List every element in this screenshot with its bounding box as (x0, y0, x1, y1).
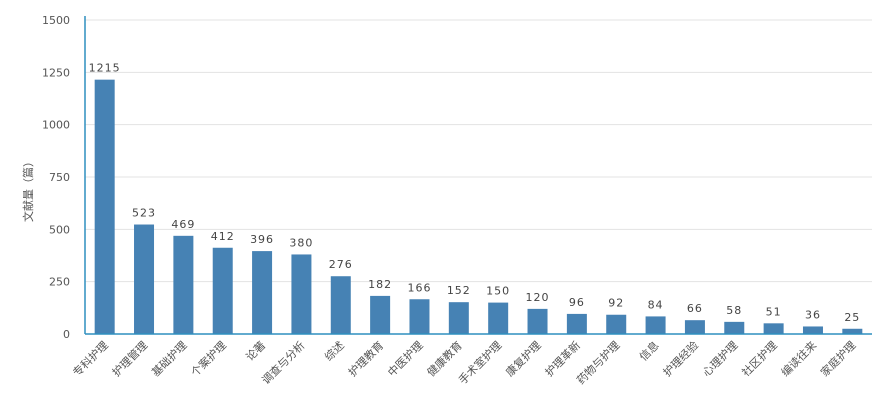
x-category-label: 护理管理 (109, 338, 150, 379)
bar (763, 323, 784, 334)
bar-value-label: 150 (486, 285, 510, 298)
y-tick-label: 750 (49, 171, 70, 184)
bar-value-label: 1215 (89, 62, 121, 75)
x-category-label: 专科护理 (70, 338, 111, 379)
y-tick-label: 1000 (42, 119, 70, 132)
bar-value-label: 469 (171, 218, 195, 231)
bar-value-label: 36 (805, 308, 821, 321)
bar (291, 254, 312, 334)
bar-value-label: 96 (569, 296, 585, 309)
x-category-label: 个案护理 (188, 338, 229, 379)
bar-value-label: 380 (289, 236, 313, 249)
x-category-label: 手术室护理 (456, 338, 505, 387)
x-category-label: 护理经验 (660, 338, 701, 379)
x-category-label: 社区护理 (739, 338, 780, 379)
bar (94, 79, 115, 334)
bars (94, 79, 863, 334)
y-tick-label: 1500 (42, 14, 70, 27)
bar (409, 299, 430, 334)
y-axis-ticks: 0 250 500 750 1000 1250 1500 (42, 14, 70, 341)
bar (802, 326, 823, 334)
bar (173, 235, 194, 334)
bar-value-label: 120 (526, 291, 550, 304)
bar-value-label: 92 (608, 297, 624, 310)
x-category-label: 护理革新 (542, 338, 583, 379)
y-axis-title: 文献量（篇） (21, 156, 35, 222)
bar (606, 314, 627, 334)
bar-value-label: 166 (407, 281, 431, 294)
bar-value-label: 51 (766, 305, 782, 318)
x-category-label: 家庭护理 (817, 338, 858, 379)
x-category-label: 护理教育 (345, 338, 386, 379)
bar-value-label: 58 (726, 304, 742, 317)
x-category-label: 康复护理 (503, 338, 544, 379)
bar-value-label: 25 (844, 311, 860, 324)
x-category-label: 编读往来 (778, 338, 819, 379)
bar (448, 302, 469, 334)
bar (724, 321, 745, 334)
bar-value-label: 276 (329, 258, 353, 271)
bar-value-label: 66 (687, 302, 703, 315)
bar (330, 276, 351, 334)
y-tick-label: 1250 (42, 66, 70, 79)
y-tick-label: 0 (63, 328, 70, 341)
bar (212, 247, 233, 334)
y-tick-label: 250 (49, 276, 70, 289)
bar (370, 295, 391, 334)
y-tick-label: 500 (49, 223, 70, 236)
x-category-label: 信息 (636, 338, 661, 363)
bar-value-label: 182 (368, 278, 392, 291)
bar-value-label: 523 (132, 207, 156, 220)
data-labels: 1215 523 469 412 396 380 276 182 166 152 150 120 96 9… (89, 62, 860, 324)
x-category-label: 健康教育 (424, 338, 465, 379)
bar-value-label: 152 (447, 284, 471, 297)
bar (488, 302, 509, 334)
x-category-label: 中医护理 (385, 338, 426, 379)
bar-value-label: 84 (648, 298, 664, 311)
bar (645, 316, 666, 334)
bar (252, 251, 273, 334)
x-category-label: 药物与护理 (574, 338, 623, 387)
gridlines (85, 19, 872, 283)
x-category-label: 基础护理 (148, 338, 189, 379)
x-category-label: 论著 (243, 338, 268, 363)
bar (134, 224, 155, 334)
bar-value-label: 412 (211, 230, 235, 243)
x-category-label: 调查与分析 (259, 338, 308, 387)
bar (842, 328, 863, 334)
bar (566, 313, 587, 334)
bar-value-label: 396 (250, 233, 274, 246)
bar (684, 320, 705, 334)
x-category-label: 综述 (321, 338, 346, 363)
x-category-label: 心理护理 (699, 338, 740, 379)
bar (527, 308, 548, 334)
